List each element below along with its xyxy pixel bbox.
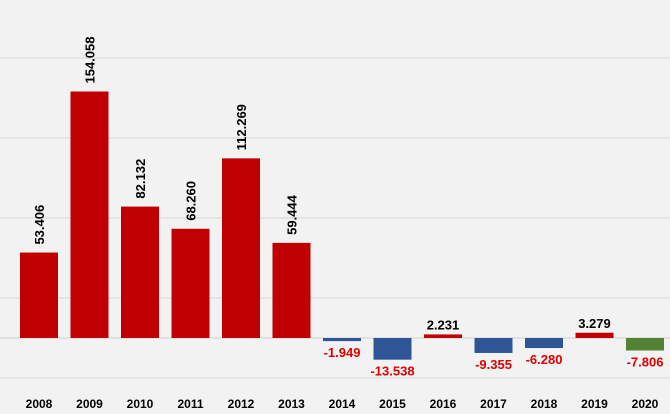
bar-2015 — [373, 338, 412, 360]
data-label: 53.406 — [32, 205, 47, 245]
x-tick-label: 2018 — [531, 397, 558, 411]
bar-2020 — [626, 338, 664, 351]
bar-2019 — [575, 332, 614, 338]
x-tick-label: 2019 — [581, 397, 608, 411]
data-label: -7.806 — [627, 354, 664, 369]
bar-2018 — [525, 338, 563, 349]
x-tick-label: 2012 — [228, 397, 255, 411]
data-label: 82.132 — [133, 159, 148, 199]
bar-2012 — [222, 158, 260, 338]
bar-2008 — [20, 252, 58, 338]
bars — [20, 91, 664, 360]
data-label: 68.260 — [184, 181, 199, 221]
data-label: -6.280 — [526, 352, 563, 367]
x-tick-label: 2009 — [76, 397, 103, 411]
data-label: 154.058 — [83, 37, 98, 84]
bar-2017 — [474, 338, 513, 353]
x-tick-label: 2020 — [632, 397, 659, 411]
x-tick-label: 2008 — [26, 397, 53, 411]
bar-2009 — [70, 91, 109, 338]
bar-2016 — [424, 334, 462, 338]
data-label: 2.231 — [427, 317, 460, 332]
data-label: -1.949 — [324, 345, 361, 360]
data-label: -9.355 — [475, 357, 512, 372]
bar-2013 — [272, 242, 311, 338]
data-labels: 53.406 154.058 82.132 68.260 112.269 59.444 -1… — [32, 37, 663, 379]
x-tick-label: 2010 — [127, 397, 154, 411]
bar-2010 — [121, 206, 159, 338]
x-tick-label: 2015 — [379, 397, 406, 411]
data-label: 112.269 — [234, 104, 249, 150]
bar-2011 — [171, 228, 210, 338]
x-tick-label: 2017 — [480, 397, 507, 411]
x-tick-label: 2014 — [329, 397, 356, 411]
x-tick-label: 2016 — [430, 397, 457, 411]
x-tick-label: 2011 — [177, 397, 203, 411]
data-label: -13.538 — [370, 364, 414, 379]
x-tick-label: 2013 — [278, 397, 305, 411]
data-label: 59.444 — [285, 194, 300, 235]
x-axis-tick-labels: 2008 2009 2010 2011 2012 2013 2014 2015 2016 2017… — [26, 397, 659, 411]
data-label: 3.279 — [578, 316, 611, 331]
gridlines — [0, 57, 670, 379]
bar-2014 — [323, 338, 361, 342]
